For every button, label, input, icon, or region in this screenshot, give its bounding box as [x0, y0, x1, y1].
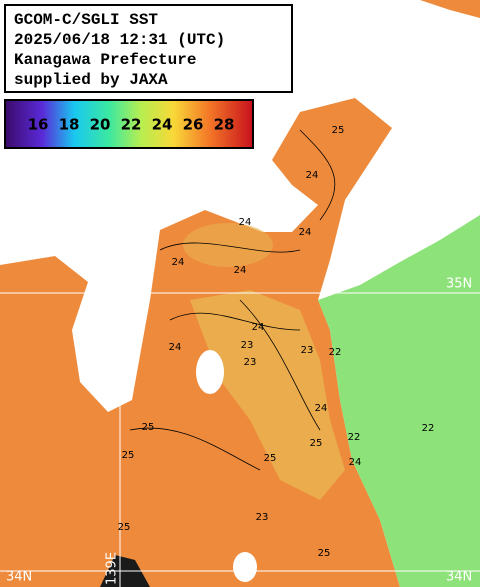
- contour-label: 23: [244, 357, 257, 368]
- contour-line: [129, 129, 336, 471]
- contour-label: 24: [299, 227, 312, 238]
- contour-label: 23: [301, 345, 314, 356]
- contour-label: 25: [318, 548, 331, 559]
- contour-label: 25: [310, 438, 323, 449]
- contour-label: 25: [264, 453, 277, 464]
- header-line: supplied by JAXA: [14, 71, 168, 89]
- contour-label: 24: [234, 265, 247, 276]
- colorbar-label: 26: [183, 116, 204, 134]
- contour-label: 24: [306, 170, 319, 181]
- colorbar-label: 28: [214, 116, 235, 134]
- colorbar-label: 18: [59, 116, 80, 134]
- sea-mid: [183, 223, 273, 267]
- contour-label: 24: [349, 457, 362, 468]
- colorbar: [4, 99, 254, 149]
- lat-label: 34N: [6, 570, 32, 585]
- contour-label: 25: [122, 450, 135, 461]
- lat-label: 35N: [446, 277, 472, 292]
- contour-label: 22: [348, 432, 361, 443]
- header-line: 2025/06/18 12:31 (UTC): [14, 31, 225, 49]
- contour-label: 23: [256, 512, 269, 523]
- island: [196, 350, 224, 394]
- sea-mid: [190, 290, 345, 500]
- contour-labels: 25 24 24 24 24 24 23 24 24 23 22 23 24 22 22 25 25 25 25 24…: [118, 125, 435, 559]
- contour-label: 22: [422, 423, 435, 434]
- header-box: [4, 4, 293, 93]
- colorbar-label: 24: [152, 116, 173, 134]
- contour-label: 24: [172, 257, 185, 268]
- contour-label: 25: [118, 522, 131, 533]
- contour-label: 23: [241, 340, 254, 351]
- contour-label: 24: [315, 403, 328, 414]
- contour-label: 25: [332, 125, 345, 136]
- colorbar-label: 22: [121, 116, 142, 134]
- sea-warm: [420, 0, 480, 18]
- colorbar-labels: 16 18 20 22 24 26 28: [28, 116, 235, 134]
- sea-cool: [318, 215, 480, 587]
- contour-label: 24: [169, 342, 182, 353]
- island: [233, 552, 257, 582]
- contour-label: 24: [239, 217, 252, 228]
- lon-label: 139E: [105, 552, 120, 585]
- header-line: Kanagawa Prefecture: [14, 51, 196, 69]
- colorbar-label: 16: [28, 116, 49, 134]
- header-line: GCOM-C/SGLI SST: [14, 11, 158, 29]
- contour-label: 25: [142, 422, 155, 433]
- colorbar-label: 20: [90, 116, 111, 134]
- lat-label: 34N: [446, 570, 472, 585]
- contour-label: 24: [252, 322, 265, 333]
- contour-label: 22: [329, 347, 342, 358]
